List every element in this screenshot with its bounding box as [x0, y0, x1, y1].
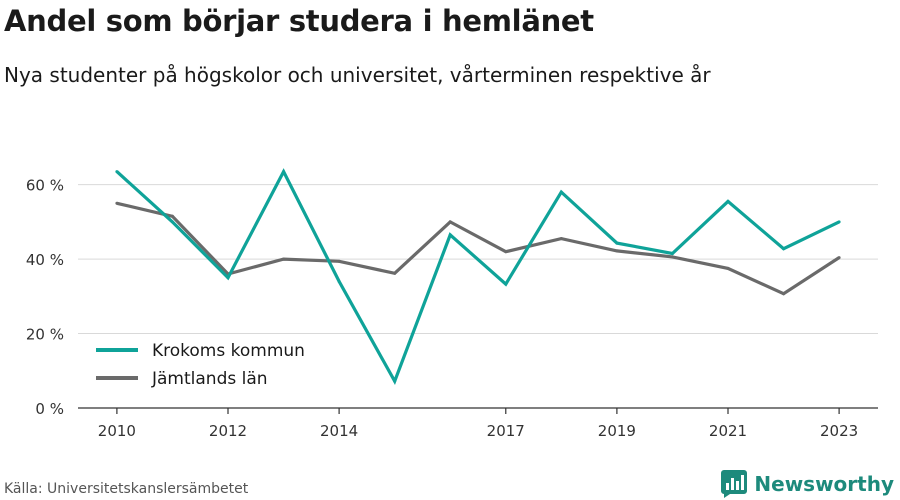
data-point [282, 170, 286, 174]
data-point [837, 220, 841, 224]
data-point [837, 256, 841, 260]
y-tick-label: 60 % [26, 177, 64, 195]
legend-label: Krokoms kommun [152, 341, 305, 361]
data-point [615, 241, 619, 245]
data-point [670, 252, 674, 256]
x-tick-label: 2017 [487, 422, 525, 440]
data-point [559, 190, 563, 194]
data-point [393, 379, 397, 383]
legend: Krokoms kommun Jämtlands län [96, 341, 305, 389]
chart-title: Andel som börjar studera i hemlänet [4, 4, 594, 38]
data-point [337, 259, 341, 263]
data-point [170, 220, 174, 224]
chart-subtitle: Nya studenter på högskolor och universit… [4, 63, 711, 87]
data-point [170, 214, 174, 218]
data-point [393, 271, 397, 275]
data-point [282, 257, 286, 261]
legend-label: Jämtlands län [151, 369, 268, 389]
x-tick-label: 2023 [820, 422, 858, 440]
data-point [504, 282, 508, 286]
data-point [670, 255, 674, 259]
y-tick-label: 40 % [26, 251, 64, 269]
bar-chart-logo-icon [721, 470, 748, 498]
x-tick-label: 2019 [598, 422, 636, 440]
data-series [115, 168, 841, 385]
brand-name: Newsworthy [754, 472, 894, 496]
data-point [726, 266, 730, 270]
data-point [615, 249, 619, 253]
data-point [504, 250, 508, 254]
series-line-jamtlands-lan [116, 201, 840, 296]
x-tick-label: 2021 [709, 422, 747, 440]
data-point [782, 292, 786, 296]
x-tick-label: 2012 [209, 422, 247, 440]
x-tick-label: 2014 [320, 422, 358, 440]
data-point [115, 170, 119, 174]
line-chart: 2010 2012 2014 2017 2019 2021 2023 0 % 20 % 40 %… [26, 168, 878, 440]
y-axis-labels: 0 % 20 % 40 % 60 % [26, 177, 64, 418]
y-tick-label: 20 % [26, 326, 64, 344]
data-point [782, 247, 786, 251]
source-note: Källa: Universitetskanslersämbetet [4, 481, 249, 497]
brand-logo[interactable]: Newsworthy [721, 469, 894, 499]
data-point [226, 276, 230, 280]
data-point [559, 237, 563, 241]
data-point [448, 220, 452, 224]
data-point [337, 279, 341, 283]
y-tick-label: 0 % [35, 400, 64, 418]
series-line-krokoms-kommun [115, 168, 840, 385]
data-point [448, 233, 452, 237]
data-point [726, 199, 730, 203]
x-axis: 2010 2012 2014 2017 2019 2021 2023 [78, 407, 878, 440]
x-tick-label: 2010 [98, 422, 136, 440]
data-point [115, 201, 119, 205]
